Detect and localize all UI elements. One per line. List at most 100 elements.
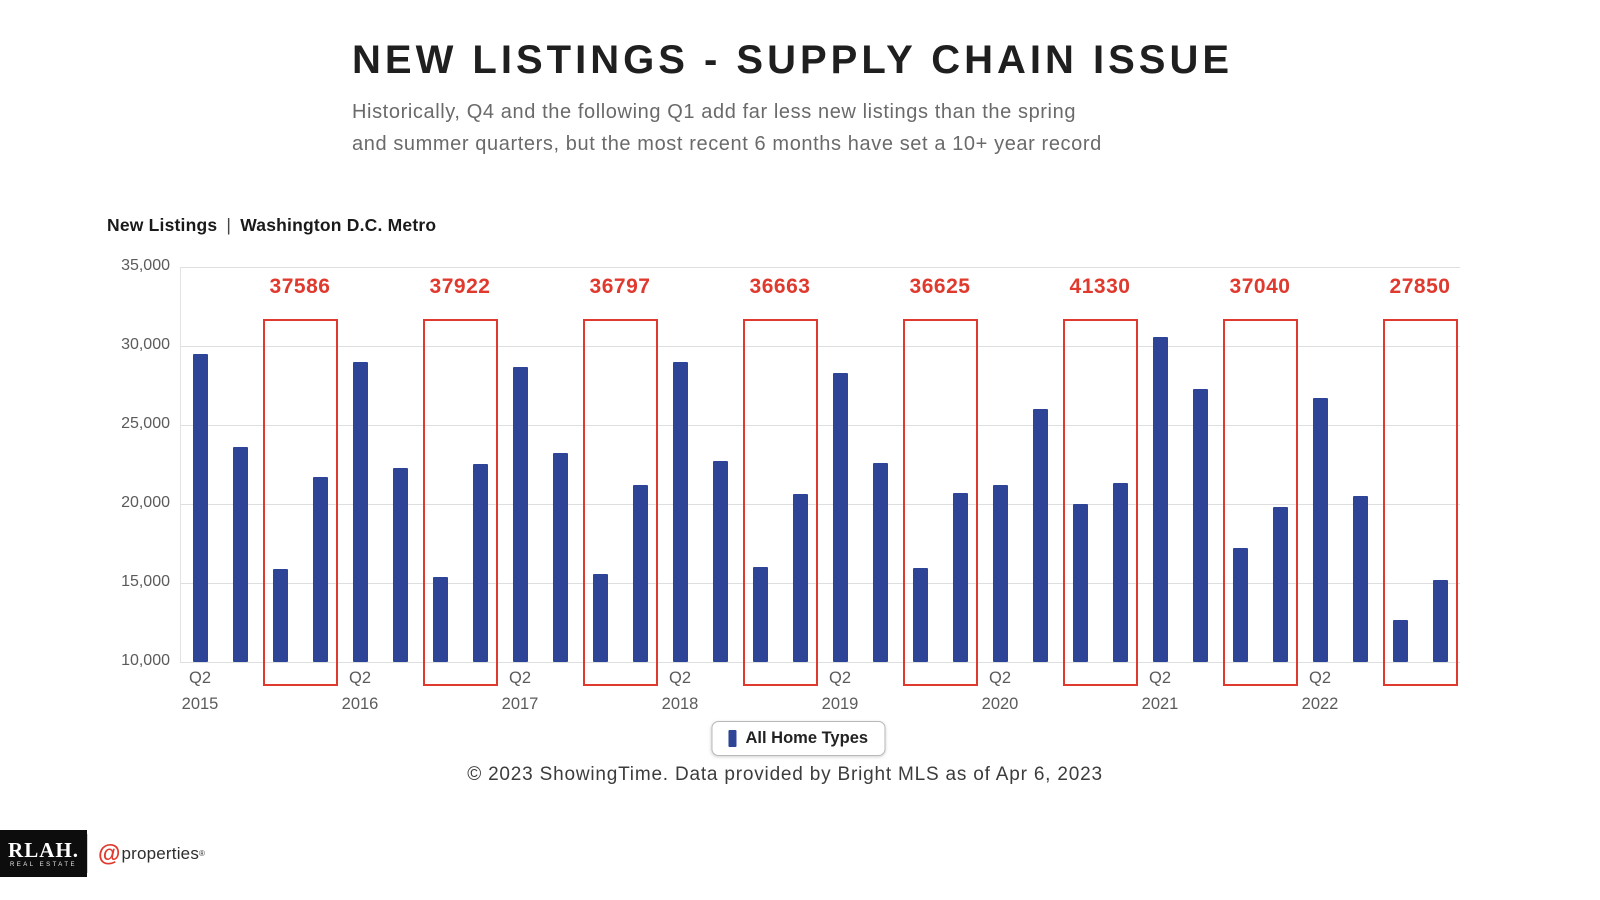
bar-q3-2015: [232, 447, 248, 662]
x-axis-year-label: 2021: [1141, 695, 1179, 713]
bar-q3-2022: [1352, 496, 1368, 662]
highlight-box: [1222, 319, 1298, 686]
gridline: [180, 267, 1460, 268]
x-axis-year-label: 2017: [501, 695, 539, 713]
bar-q2-2020: [992, 485, 1008, 662]
bar-q3-2017: [552, 453, 568, 662]
logo-row: RLAH. REAL ESTATE @ properties ®: [0, 830, 205, 877]
bar-q3-2016: [392, 467, 408, 662]
x-axis-quarter-label: Q2: [668, 669, 691, 687]
highlight-sum-label: 37040: [1229, 275, 1291, 298]
y-axis-label: 20,000: [121, 494, 170, 511]
bar-q3-2021: [1192, 388, 1208, 662]
x-axis-quarter-label: Q2: [1148, 669, 1171, 687]
page-title: NEW LISTINGS - SUPPLY CHAIN ISSUE: [352, 38, 1234, 82]
chart-title-region: Washington D.C. Metro: [240, 215, 437, 235]
y-axis-label: 10,000: [121, 652, 170, 669]
x-axis-year-label: 2015: [181, 695, 219, 713]
registered-mark: ®: [199, 849, 205, 858]
data-credit: © 2023 ShowingTime. Data provided by Bri…: [467, 764, 1103, 785]
highlight-box: [1062, 319, 1138, 686]
bar-q2-2016: [352, 361, 368, 662]
highlight-box: [262, 319, 338, 686]
x-axis-quarter-label: Q2: [508, 669, 531, 687]
highlight-box: [742, 319, 818, 686]
bar-q3-2018: [712, 461, 728, 662]
chart-legend[interactable]: All Home Types: [711, 721, 886, 756]
x-axis-quarter-label: Q2: [188, 669, 211, 687]
bar-q4-2019: [912, 568, 928, 662]
x-axis-year-label: 2019: [821, 695, 859, 713]
gridline: [180, 425, 1460, 426]
highlight-sum-label: 41330: [1069, 275, 1131, 298]
highlight-sum-label: 27850: [1389, 275, 1451, 298]
y-axis-line: [180, 267, 181, 662]
chart-title-main: New Listings: [107, 215, 218, 235]
bar-q1-2021: [1112, 483, 1128, 662]
highlight-sum-label: 36663: [749, 275, 811, 298]
gridline: [180, 504, 1460, 505]
atproperties-logo: @ properties ®: [88, 830, 205, 877]
highlight-box: [902, 319, 978, 686]
gridline: [180, 662, 1460, 663]
y-axis-label: 30,000: [121, 336, 170, 353]
highlight-sum-label: 37922: [429, 275, 491, 298]
bar-q4-2021: [1232, 547, 1248, 662]
bar-q4-2020: [1072, 503, 1088, 662]
legend-swatch-icon: [728, 730, 737, 747]
at-symbol-icon: @: [98, 840, 121, 866]
x-axis-quarter-label: Q2: [988, 669, 1011, 687]
bar-q2-2022: [1312, 398, 1328, 662]
bar-q4-2016: [432, 576, 448, 662]
bar-q1-2018: [632, 485, 648, 662]
x-axis-year-label: 2020: [981, 695, 1019, 713]
legend-label: All Home Types: [745, 729, 869, 747]
highlight-sum-label: 37586: [269, 275, 331, 298]
highlight-box: [1382, 319, 1458, 686]
bar-q4-2015: [272, 568, 288, 662]
bar-q1-2017: [472, 464, 488, 662]
bar-q2-2018: [672, 361, 688, 662]
bar-q4-2022: [1392, 620, 1408, 662]
bar-q2-2019: [832, 372, 848, 662]
x-axis-year-label: 2016: [341, 695, 379, 713]
bar-q1-2020: [952, 492, 968, 662]
page-subtitle-line2: and summer quarters, but the most recent…: [352, 133, 1102, 155]
highlight-box: [422, 319, 498, 686]
rlah-logo: RLAH. REAL ESTATE: [0, 830, 87, 877]
x-axis-quarter-label: Q2: [828, 669, 851, 687]
bar-q4-2017: [592, 573, 608, 662]
highlight-sum-label: 36625: [909, 275, 971, 298]
y-axis-label: 35,000: [121, 257, 170, 274]
logo-divider: [87, 834, 88, 873]
rlah-logo-text: RLAH.: [8, 837, 79, 862]
x-axis-year-label: 2018: [661, 695, 699, 713]
x-axis-quarter-label: Q2: [348, 669, 371, 687]
x-axis-quarter-label: Q2: [1308, 669, 1331, 687]
gridline: [180, 346, 1460, 347]
bar-q1-2019: [792, 493, 808, 662]
bar-q2-2017: [512, 366, 528, 662]
y-axis-label: 15,000: [121, 573, 170, 590]
bar-q2-2015: [192, 353, 208, 662]
bar-q4-2018: [752, 567, 768, 662]
page-subtitle-line1: Historically, Q4 and the following Q1 ad…: [352, 101, 1077, 123]
chart-title-separator: |: [226, 215, 232, 235]
bar-q1-2016: [312, 477, 328, 662]
y-axis-label: 25,000: [121, 415, 170, 432]
highlight-box: [582, 319, 658, 686]
bar-q1-2022: [1272, 507, 1288, 662]
gridline: [180, 583, 1460, 584]
chart-title: New Listings | Washington D.C. Metro: [107, 215, 436, 236]
bar-q1-2023: [1432, 579, 1448, 662]
chart-header: NEW LISTINGS - SUPPLY CHAIN ISSUE Histor…: [352, 38, 1233, 159]
highlight-sum-label: 36797: [589, 275, 651, 298]
bar-q2-2021: [1152, 336, 1168, 662]
atproperties-logo-text: properties: [121, 843, 200, 863]
x-axis-year-label: 2022: [1301, 695, 1339, 713]
bar-q3-2020: [1032, 409, 1048, 662]
bar-q3-2019: [872, 462, 888, 662]
rlah-logo-tagline: REAL ESTATE: [9, 861, 78, 868]
